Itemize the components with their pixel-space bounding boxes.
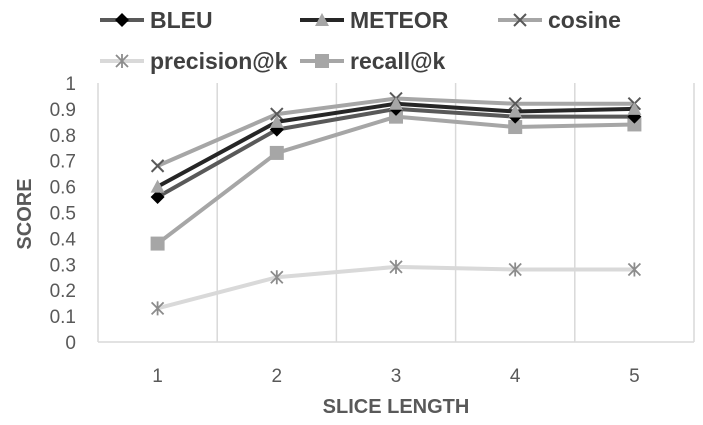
legend-item: precision@k — [100, 48, 288, 74]
data-point — [389, 109, 403, 124]
y-tick-label: 0.9 — [50, 100, 76, 121]
legend-marker — [115, 54, 129, 68]
y-axis-ticks: 0 0.1 0.2 0.3 0.4 0.5 0.6 0.7 0.8 0.9 1 — [50, 74, 77, 354]
legend-item: cosine — [498, 7, 621, 33]
data-point — [627, 117, 642, 132]
data-point — [269, 145, 284, 160]
y-tick-label: 0.8 — [50, 126, 76, 147]
data-point — [389, 96, 403, 110]
legend-item: BLEU — [100, 7, 213, 33]
x-tick-label: 2 — [272, 366, 283, 387]
legend: BLEU METEOR cosine precision@k recall@k — [100, 7, 621, 74]
y-tick-label: 0.1 — [50, 307, 76, 328]
x-tick-label: 1 — [152, 366, 163, 387]
y-tick-label: 0.6 — [50, 178, 76, 199]
data-point — [150, 189, 165, 204]
legend-marker — [115, 13, 129, 27]
data-point — [150, 301, 165, 316]
legend-label: METEOR — [350, 7, 449, 33]
y-tick-label: 0.3 — [50, 255, 76, 276]
data-point — [270, 270, 284, 285]
data-point — [269, 114, 284, 128]
data-point — [150, 236, 165, 251]
data-point — [508, 97, 522, 111]
data-point — [150, 159, 165, 173]
x-axis-title: SLICE LENGTH — [323, 396, 470, 418]
data-point — [508, 262, 522, 277]
x-tick-label: 5 — [629, 366, 640, 387]
data-point — [627, 101, 642, 115]
y-tick-label: 0.5 — [50, 204, 76, 225]
y-tick-label: 0 — [65, 333, 76, 354]
legend-marker — [513, 13, 527, 27]
data-point — [508, 120, 523, 135]
x-tick-label: 3 — [391, 366, 402, 387]
y-axis-title: SCORE — [14, 178, 36, 249]
legend-label: cosine — [548, 7, 621, 33]
legend-label: precision@k — [150, 48, 288, 74]
legend-item: METEOR — [300, 7, 449, 33]
legend-marker — [315, 13, 329, 26]
y-tick-label: 0.7 — [50, 152, 76, 173]
legend-label: BLEU — [150, 7, 213, 33]
y-tick-label: 0.2 — [50, 281, 76, 302]
legend-label: recall@k — [350, 48, 446, 74]
series-group — [150, 91, 642, 316]
x-axis-ticks: 1 2 3 4 5 — [152, 366, 639, 387]
data-point — [150, 179, 165, 193]
x-tick-label: 4 — [510, 366, 521, 387]
data-point — [508, 104, 523, 118]
data-point — [270, 107, 284, 121]
legend-marker — [315, 54, 329, 68]
y-tick-label: 1 — [65, 74, 76, 95]
y-tick-label: 0.4 — [50, 229, 77, 250]
data-point — [627, 262, 642, 277]
legend-item: recall@k — [300, 48, 446, 74]
data-point — [389, 259, 403, 274]
